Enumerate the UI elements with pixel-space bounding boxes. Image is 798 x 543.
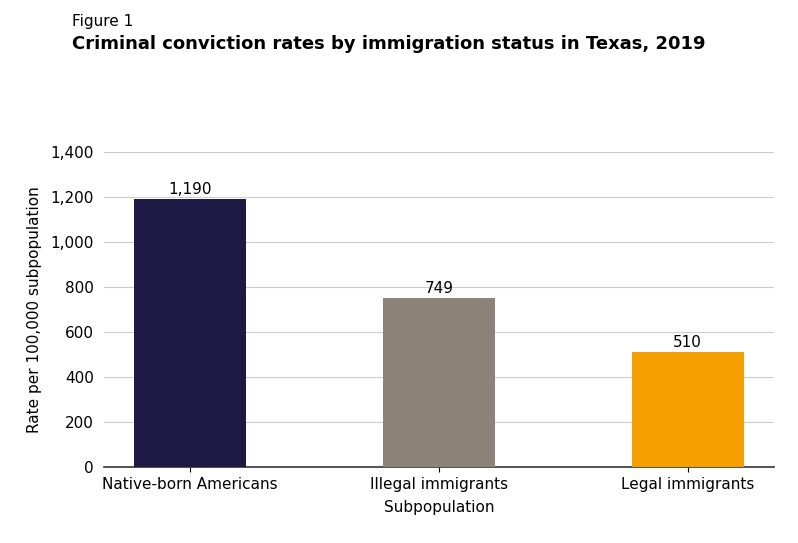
Text: 510: 510: [674, 334, 702, 350]
Text: Criminal conviction rates by immigration status in Texas, 2019: Criminal conviction rates by immigration…: [72, 35, 705, 53]
Text: Figure 1: Figure 1: [72, 14, 133, 29]
Bar: [632, 352, 744, 467]
X-axis label: Subpopulation: Subpopulation: [384, 500, 494, 515]
Text: 1,190: 1,190: [168, 181, 212, 197]
Text: 749: 749: [425, 281, 453, 296]
Y-axis label: Rate per 100,000 subpopulation: Rate per 100,000 subpopulation: [27, 186, 42, 433]
Bar: [383, 299, 495, 467]
Bar: [134, 199, 246, 467]
